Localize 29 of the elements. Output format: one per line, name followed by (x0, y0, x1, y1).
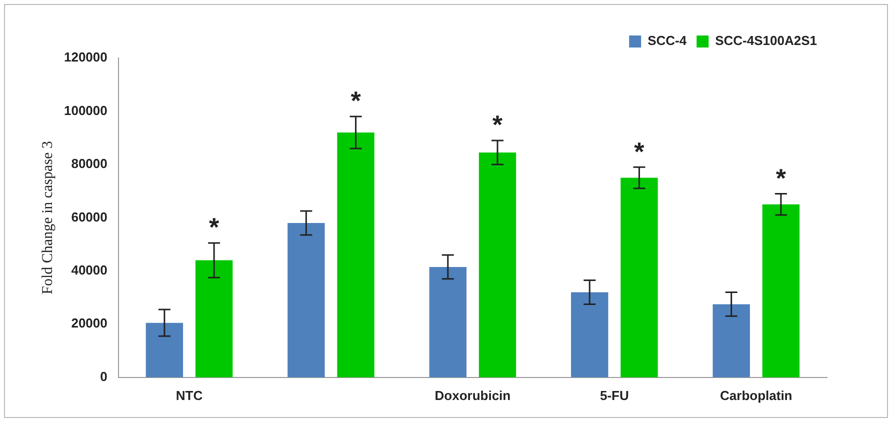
y-tick-label: 80000 (71, 156, 108, 172)
bar (288, 223, 325, 378)
bar (620, 178, 658, 378)
y-tick-label: 0 (100, 368, 108, 384)
bar (146, 322, 184, 378)
bar (712, 304, 750, 378)
annotation: * (776, 162, 787, 193)
y-tick-label: 120000 (64, 50, 108, 65)
y-axis-title: Fold Change in caspase 3 (40, 141, 56, 294)
x-tick-label: 5-FU (600, 388, 629, 403)
bar (429, 266, 466, 378)
bar (478, 152, 516, 378)
y-tick-label: 60000 (71, 209, 108, 224)
annotation: * (350, 86, 362, 116)
legend-label: SCC-4S100A2S1 (715, 33, 818, 48)
bar (571, 292, 608, 378)
y-tick-label: 40000 (71, 262, 108, 278)
y-tick-label: 100000 (64, 102, 108, 118)
annotation: * (634, 136, 646, 166)
x-tick-label: NTC (176, 388, 204, 403)
bar (337, 132, 374, 378)
x-tick-label: Doxorubicin (434, 388, 511, 403)
legend-label: SCC-4 (648, 33, 688, 48)
x-tick-label: Carboplatin (720, 388, 792, 403)
annotation: * (208, 212, 220, 242)
annotation: * (492, 110, 504, 140)
y-tick-label: 20000 (71, 316, 108, 331)
bar (762, 204, 800, 378)
bar (195, 260, 233, 378)
